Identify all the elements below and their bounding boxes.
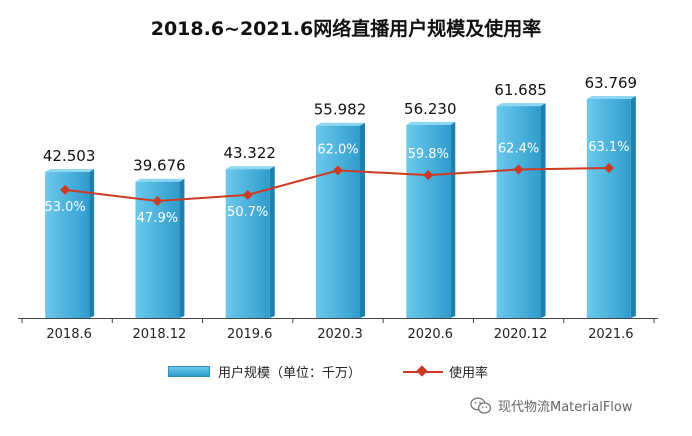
usage-rate-marker: [333, 165, 343, 176]
bar-top-face: [225, 166, 275, 170]
bar-value-label: 56.230: [404, 100, 457, 118]
legend-bar-swatch: [168, 366, 210, 377]
bar-top-face: [586, 95, 636, 99]
x-tick-label: 2018.12: [133, 327, 187, 342]
watermark-text: 现代物流MaterialFlow: [498, 400, 633, 415]
usage-rate-label: 47.9%: [137, 211, 178, 226]
usage-rate-label: 62.0%: [317, 142, 358, 157]
legend-bar-label: 用户规模（单位：千万）: [218, 366, 362, 381]
chart-legend: 用户规模（单位：千万） 使用率: [168, 362, 488, 381]
bar: [45, 172, 90, 318]
usage-rate-marker: [60, 184, 71, 195]
bar-side: [269, 166, 275, 318]
bar: [496, 106, 541, 318]
bar: [316, 125, 360, 318]
usage-rate-label: 53.0%: [44, 200, 85, 215]
x-tick-label: 2018.6: [46, 327, 92, 342]
bar-value-label: 39.676: [133, 157, 186, 175]
x-tick-label: 2020.12: [494, 327, 548, 342]
x-tick-label: 2019.6: [227, 327, 273, 342]
bar: [406, 124, 451, 318]
bar-top-face: [316, 122, 365, 126]
bar-value-label: 55.982: [314, 101, 367, 119]
usage-rate-marker: [242, 189, 253, 200]
usage-rate-marker: [603, 163, 614, 173]
usage-rate-label: 59.8%: [408, 147, 449, 162]
bar-top-face: [496, 103, 546, 107]
usage-rate-label: 63.1%: [588, 140, 629, 155]
x-tick-label: 2020.6: [408, 327, 454, 342]
bar-side: [89, 169, 95, 318]
x-tick-label: 2021.6: [588, 327, 634, 342]
bar-value-label: 43.322: [223, 144, 276, 162]
bar-side: [450, 121, 456, 318]
x-tick-label: 2020.3: [317, 327, 363, 342]
usage-rate-marker: [423, 170, 434, 181]
chart-title: 2018.6~2021.6网络直播用户规模及使用率: [150, 18, 542, 40]
bar-value-label: 61.685: [494, 81, 547, 99]
bar-top-face: [135, 178, 185, 182]
usage-rate-label: 50.7%: [227, 205, 268, 220]
bar-top-face: [406, 121, 456, 125]
bar-side: [179, 178, 185, 318]
bar-value-label: 63.769: [585, 74, 638, 92]
bar-top-face: [45, 169, 95, 172]
legend-line-label: 使用率: [449, 366, 489, 381]
chart-plot: 42.503 39.676 43.322 55.982 56.230 61.685 63.7…: [18, 74, 658, 342]
bar-side: [630, 95, 636, 318]
legend-line-swatch: [403, 364, 444, 378]
bar-side: [540, 103, 546, 318]
bar: [586, 98, 631, 318]
usage-rate-label: 62.4%: [498, 142, 539, 157]
usage-rate-marker: [152, 196, 163, 206]
bar-value-label: 42.503: [43, 147, 96, 165]
usage-rate-marker: [513, 164, 524, 175]
wechat-icon: [470, 397, 492, 414]
watermark: 现代物流MaterialFlow: [470, 396, 633, 415]
bar-side: [360, 122, 365, 318]
